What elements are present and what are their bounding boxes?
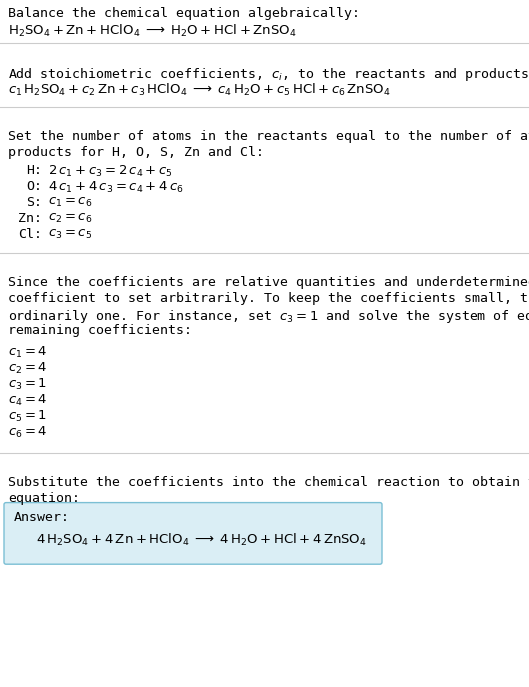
Text: Substitute the coefficients into the chemical reaction to obtain the balanced: Substitute the coefficients into the che…: [8, 476, 529, 488]
Text: Zn:: Zn:: [18, 212, 42, 225]
Text: $c_5 = 1$: $c_5 = 1$: [8, 409, 47, 424]
Text: $4\,c_1 + 4\,c_3 = c_4 + 4\,c_6$: $4\,c_1 + 4\,c_3 = c_4 + 4\,c_6$: [48, 180, 184, 195]
Text: remaining coefficients:: remaining coefficients:: [8, 324, 192, 337]
Text: Balance the chemical equation algebraically:: Balance the chemical equation algebraica…: [8, 7, 360, 20]
Text: Answer:: Answer:: [14, 511, 70, 524]
Text: $c_4 = 4$: $c_4 = 4$: [8, 392, 48, 407]
Text: equation:: equation:: [8, 492, 80, 505]
Text: $\mathsf{H_2SO_4 + Zn + HClO_4 \;\longrightarrow\; H_2O + HCl + ZnSO_4}$: $\mathsf{H_2SO_4 + Zn + HClO_4 \;\longri…: [8, 23, 297, 39]
Text: $c_2 = 4$: $c_2 = 4$: [8, 361, 48, 376]
Text: coefficient to set arbitrarily. To keep the coefficients small, the arbitrary va: coefficient to set arbitrarily. To keep …: [8, 292, 529, 305]
Text: Cl:: Cl:: [18, 228, 42, 241]
Text: ordinarily one. For instance, set $c_3 = 1$ and solve the system of equations fo: ordinarily one. For instance, set $c_3 =…: [8, 308, 529, 325]
Text: $c_1 = c_6$: $c_1 = c_6$: [48, 196, 93, 209]
Text: Since the coefficients are relative quantities and underdetermined, choose a: Since the coefficients are relative quan…: [8, 275, 529, 289]
FancyBboxPatch shape: [4, 503, 382, 564]
Text: Add stoichiometric coefficients, $\mathit{c_i}$, to the reactants and products:: Add stoichiometric coefficients, $\mathi…: [8, 66, 529, 83]
Text: H:: H:: [26, 164, 42, 177]
Text: S:: S:: [26, 196, 42, 209]
Text: $4\,\mathsf{H_2SO_4} + 4\,\mathsf{Zn} + \mathsf{HClO_4}\;\longrightarrow\; 4\,\m: $4\,\mathsf{H_2SO_4} + 4\,\mathsf{Zn} + …: [36, 532, 367, 548]
Text: $c_3 = c_5$: $c_3 = c_5$: [48, 228, 92, 241]
Text: $c_6 = 4$: $c_6 = 4$: [8, 425, 48, 440]
Text: $c_1 = 4$: $c_1 = 4$: [8, 345, 48, 360]
Text: $c_3 = 1$: $c_3 = 1$: [8, 376, 47, 392]
Text: $c_1\,\mathsf{H_2SO_4} + c_2\,\mathsf{Zn} + c_3\,\mathsf{HClO_4}\;\longrightarro: $c_1\,\mathsf{H_2SO_4} + c_2\,\mathsf{Zn…: [8, 82, 391, 98]
Text: O:: O:: [26, 180, 42, 193]
Text: $c_2 = c_6$: $c_2 = c_6$: [48, 212, 93, 225]
Text: Set the number of atoms in the reactants equal to the number of atoms in the: Set the number of atoms in the reactants…: [8, 131, 529, 143]
Text: $2\,c_1 + c_3 = 2\,c_4 + c_5$: $2\,c_1 + c_3 = 2\,c_4 + c_5$: [48, 164, 173, 179]
Text: products for H, O, S, Zn and Cl:: products for H, O, S, Zn and Cl:: [8, 146, 264, 159]
